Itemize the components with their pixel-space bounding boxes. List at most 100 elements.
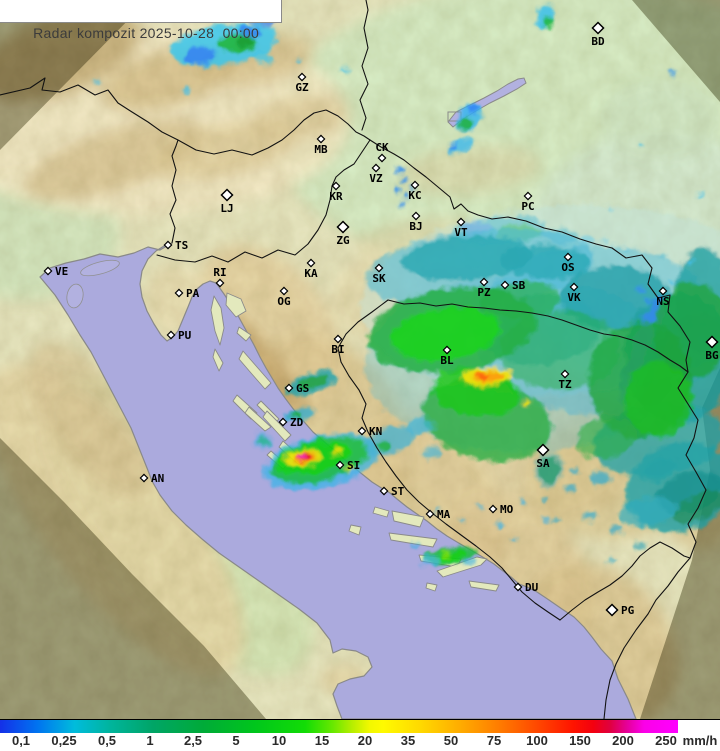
radar-echo bbox=[398, 202, 404, 208]
radar-echo bbox=[635, 287, 645, 293]
city-marker-ts bbox=[163, 240, 173, 250]
radar-echo bbox=[181, 86, 191, 94]
border-sava bbox=[387, 299, 689, 373]
radar-echo bbox=[674, 490, 720, 524]
radar-echo bbox=[584, 512, 596, 520]
border-hr-hu bbox=[369, 139, 613, 249]
city-label-vt: VT bbox=[454, 226, 468, 239]
radar-echo bbox=[442, 551, 450, 557]
city-marker-kc bbox=[410, 180, 420, 190]
radar-echo bbox=[634, 542, 646, 550]
city-label-ri: RI bbox=[213, 266, 226, 279]
city-marker-os bbox=[563, 252, 573, 262]
city-marker-pc bbox=[523, 191, 533, 201]
city-marker-kn bbox=[357, 426, 367, 436]
venice-lagoon-south bbox=[66, 283, 84, 309]
city-marker-sk bbox=[374, 263, 384, 273]
legend-tick: 50 bbox=[443, 733, 459, 748]
radar-echo bbox=[394, 186, 400, 194]
legend-tick: 0,1 bbox=[11, 733, 31, 748]
radar-echo bbox=[298, 455, 304, 459]
city-label-kr: KR bbox=[329, 190, 343, 203]
radar-echo bbox=[697, 194, 703, 198]
radar-echo bbox=[564, 486, 576, 494]
city-marker-vz bbox=[371, 163, 381, 173]
legend-tick: 200 bbox=[612, 733, 634, 748]
radar-echo bbox=[435, 508, 441, 512]
city-label-os: OS bbox=[561, 261, 574, 274]
radar-echo bbox=[551, 517, 561, 523]
radar-echo bbox=[637, 144, 643, 148]
city-label-pa: PA bbox=[186, 287, 200, 300]
city-label-ka: KA bbox=[304, 267, 318, 280]
city-label-pu: PU bbox=[178, 329, 192, 342]
radar-echo bbox=[402, 235, 534, 281]
legend-tick: 35 bbox=[400, 733, 416, 748]
legend-tick: 20 bbox=[357, 733, 373, 748]
city-label-zg: ZG bbox=[336, 234, 350, 247]
out-of-range-southwest bbox=[0, 438, 266, 719]
radar-echo bbox=[342, 67, 348, 71]
radar-echo bbox=[253, 433, 271, 449]
radar-echo bbox=[543, 16, 553, 28]
city-label-du: DU bbox=[525, 581, 539, 594]
city-marker-bg bbox=[705, 335, 719, 349]
border-si-hr bbox=[156, 139, 371, 263]
radar-echo bbox=[345, 465, 353, 471]
radar-echo bbox=[686, 259, 694, 265]
city-marker-pz bbox=[479, 277, 489, 287]
radar-echo bbox=[450, 144, 458, 150]
city-marker-tz bbox=[560, 369, 570, 379]
radar-echo bbox=[496, 522, 504, 528]
radar-echo bbox=[541, 497, 549, 503]
radar-echo bbox=[534, 452, 564, 488]
radar-echo bbox=[644, 297, 652, 303]
radar-map: GZ MB KR ZG LJ TS VE RI PA KA OG PU BI GS ZD SI AN SK CK VZ… bbox=[0, 0, 720, 719]
city-marker-pa bbox=[174, 288, 184, 298]
legend-bar-row bbox=[0, 719, 720, 733]
border-danube bbox=[611, 247, 691, 373]
map-title-bar: Radar kompozit 2025-10-28 00:00 bbox=[0, 0, 282, 41]
venice-lagoon bbox=[80, 259, 120, 277]
city-label-sb: SB bbox=[512, 279, 526, 292]
city-marker-ns bbox=[658, 286, 668, 296]
radar-echo bbox=[295, 58, 301, 62]
city-label-zd: ZD bbox=[290, 416, 304, 429]
legend-tick: 0,5 bbox=[97, 733, 117, 748]
radar-echo bbox=[459, 115, 473, 131]
radar-echo bbox=[464, 559, 476, 565]
city-marker-sb bbox=[500, 280, 510, 290]
city-label-st: ST bbox=[391, 485, 405, 498]
city-marker-zg bbox=[336, 220, 350, 234]
legend-tick-labels: 0,1 0,25 0,5 1 2,5 5 10 15 20 35 50 75 100 150 200 250 m… bbox=[0, 733, 720, 751]
out-of-range-northeast bbox=[632, 0, 720, 102]
radar-echo bbox=[512, 538, 518, 542]
radar-echo bbox=[478, 373, 488, 381]
city-label-pc: PC bbox=[521, 200, 534, 213]
radar-echo bbox=[642, 458, 678, 482]
legend-tick: 1 bbox=[146, 733, 154, 748]
radar-echo bbox=[236, 36, 254, 46]
city-marker-vt bbox=[456, 217, 466, 227]
legend-tick: 10 bbox=[271, 733, 287, 748]
radar-echo bbox=[185, 47, 215, 65]
border-me-rs bbox=[603, 557, 691, 719]
city-markers-layer: GZ MB KR ZG LJ TS VE RI PA KA OG PU BI GS ZD SI AN SK CK VZ… bbox=[43, 21, 719, 617]
radar-echo bbox=[609, 525, 623, 535]
city-marker-pu bbox=[166, 330, 176, 340]
city-label-kn: KN bbox=[369, 425, 382, 438]
city-label-tz: TZ bbox=[558, 378, 572, 391]
radar-echo bbox=[422, 445, 442, 459]
precipitation-echo-layer bbox=[92, 3, 720, 567]
radar-echo bbox=[459, 518, 465, 522]
radar-echo bbox=[252, 51, 272, 65]
out-of-range-east bbox=[640, 368, 720, 719]
city-label-sk: SK bbox=[372, 272, 386, 285]
city-label-si: SI bbox=[347, 459, 360, 472]
radar-echo bbox=[624, 362, 692, 438]
city-label-gz: GZ bbox=[295, 81, 309, 94]
city-marker-du bbox=[513, 582, 523, 592]
radar-echo bbox=[518, 499, 526, 505]
radar-echo bbox=[407, 417, 433, 435]
